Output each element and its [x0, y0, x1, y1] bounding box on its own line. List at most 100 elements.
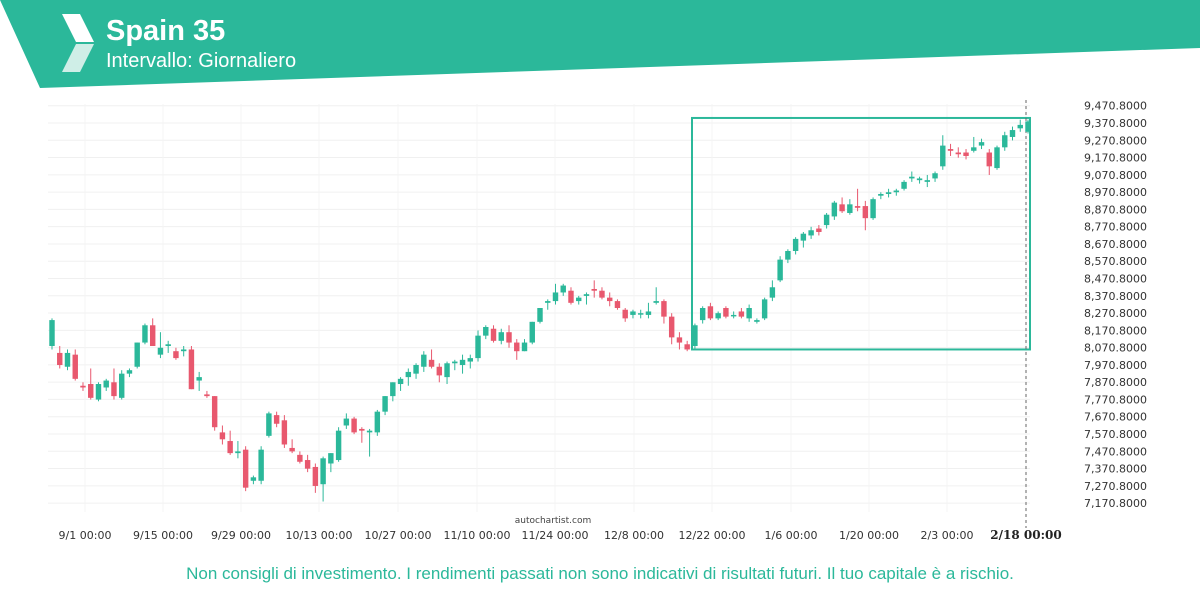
candle-body	[769, 287, 776, 298]
y-tick-label: 7,470.8000	[1084, 445, 1147, 458]
candle	[297, 451, 303, 464]
candle-body	[196, 377, 202, 381]
candle	[188, 346, 195, 390]
chart-gridlines	[48, 104, 1030, 512]
candle-body	[297, 454, 303, 462]
candle	[785, 249, 791, 264]
candle	[699, 306, 706, 324]
candle	[397, 377, 404, 391]
y-tick-label: 8,170.8000	[1084, 324, 1147, 337]
candle	[715, 311, 721, 321]
candle-body	[599, 290, 605, 298]
candle-body	[514, 342, 520, 352]
candle-body	[88, 384, 94, 398]
candle-body	[668, 316, 675, 338]
candle	[242, 446, 249, 492]
x-tick-label: 12/8 00:00	[604, 529, 664, 542]
candle-body	[483, 327, 489, 336]
x-axis: 9/1 00:00 9/15 00:00 9/29 00:00 10/13 00:00…	[59, 528, 1062, 542]
candle	[149, 318, 156, 347]
candle-body	[909, 176, 915, 179]
candle	[335, 427, 342, 462]
candle-body	[645, 311, 652, 315]
candle-body	[940, 145, 946, 167]
candle	[258, 446, 264, 485]
candle-body	[281, 420, 288, 445]
candle	[924, 174, 931, 188]
candle-body	[986, 152, 992, 167]
chart-title: Spain 35	[106, 15, 226, 47]
candle	[684, 340, 690, 352]
candle-body	[924, 180, 931, 182]
candle	[777, 256, 783, 283]
candle-body	[746, 308, 752, 319]
candle	[823, 212, 830, 229]
x-tick-label: 11/10 00:00	[444, 529, 511, 542]
candle-body	[421, 354, 427, 367]
candle	[645, 302, 652, 319]
candle-body	[49, 320, 55, 347]
candle	[668, 313, 675, 345]
candle	[847, 199, 853, 215]
candle	[64, 349, 71, 371]
x-tick-label: 11/24 00:00	[522, 529, 589, 542]
candle	[885, 188, 892, 198]
candle	[80, 382, 86, 391]
candle	[173, 347, 179, 360]
candle	[862, 200, 869, 231]
candle-body	[932, 173, 938, 179]
candle	[769, 280, 776, 302]
candle-body	[552, 292, 559, 302]
candle-body	[800, 233, 807, 241]
candle	[351, 416, 357, 435]
candle-body	[266, 413, 272, 436]
candle	[614, 299, 621, 310]
y-tick-label: 7,370.8000	[1084, 463, 1147, 476]
candle-body	[165, 344, 171, 347]
candle-body	[583, 294, 590, 296]
candle	[165, 340, 171, 353]
candle-body	[963, 152, 969, 156]
x-tick-label: 9/29 00:00	[211, 529, 271, 542]
candle	[1009, 126, 1016, 141]
candle-body	[730, 314, 737, 317]
candle	[483, 325, 489, 340]
candle-body	[351, 418, 357, 433]
candle-body	[444, 363, 450, 378]
candle	[831, 200, 838, 220]
candle	[119, 370, 125, 400]
candle	[839, 197, 845, 213]
candle-body	[676, 337, 683, 343]
candle-body	[374, 411, 381, 433]
candle-body	[1017, 124, 1023, 129]
candle	[1025, 119, 1031, 134]
candle	[436, 363, 443, 383]
candle	[273, 411, 280, 428]
candle-body	[498, 332, 504, 341]
candle	[250, 475, 257, 485]
candle-body	[537, 308, 543, 322]
candle	[591, 280, 597, 298]
candle	[808, 226, 814, 239]
candle	[707, 302, 714, 321]
candle	[374, 409, 381, 436]
candle	[196, 371, 202, 391]
chart-interval: Intervallo: Giornaliero	[106, 50, 297, 72]
candle-body	[785, 250, 791, 260]
candle-body	[847, 204, 853, 213]
candle-body	[1009, 130, 1016, 137]
candle-body	[614, 301, 621, 309]
y-tick-label: 9,470.8000	[1084, 100, 1147, 113]
candle	[521, 339, 528, 352]
candle-body	[870, 199, 876, 219]
candle-body	[242, 449, 249, 488]
candle-body	[808, 230, 814, 236]
candle	[514, 339, 520, 360]
y-tick-label: 9,070.8000	[1084, 169, 1147, 182]
x-tick-label: 2/3 00:00	[921, 529, 974, 542]
candle	[1002, 131, 1008, 151]
candle-body	[854, 206, 861, 208]
candle-body	[64, 352, 71, 367]
candle	[800, 231, 807, 248]
candlestick-chart: 9,470.8000 9,370.8000 9,270.8000 9,170.8000…	[48, 100, 1147, 542]
